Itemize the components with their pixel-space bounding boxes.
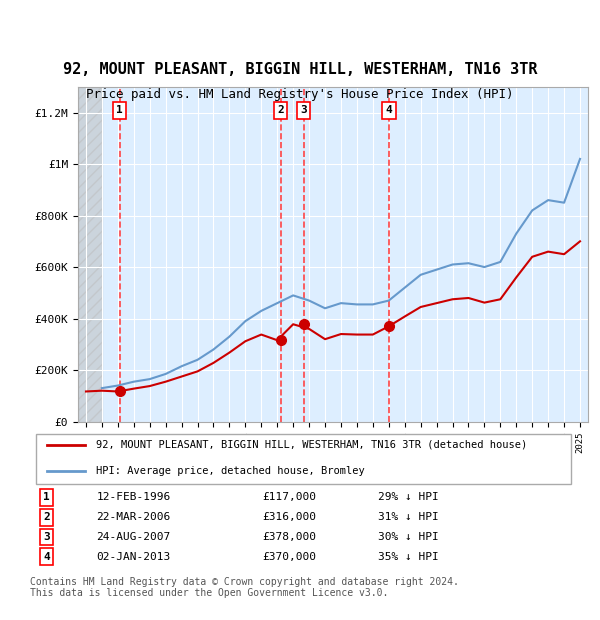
Text: 31% ↓ HPI: 31% ↓ HPI <box>378 512 439 522</box>
Text: £117,000: £117,000 <box>262 492 316 502</box>
FancyBboxPatch shape <box>35 434 571 484</box>
Bar <box>78 87 102 422</box>
Text: 4: 4 <box>43 552 50 562</box>
Text: 12-FEB-1996: 12-FEB-1996 <box>96 492 170 502</box>
Text: 2: 2 <box>277 105 284 115</box>
Text: 24-AUG-2007: 24-AUG-2007 <box>96 532 170 542</box>
Text: 1: 1 <box>116 105 123 115</box>
Text: 1: 1 <box>43 492 50 502</box>
Text: 3: 3 <box>300 105 307 115</box>
Text: £378,000: £378,000 <box>262 532 316 542</box>
Text: HPI: Average price, detached house, Bromley: HPI: Average price, detached house, Brom… <box>96 466 365 476</box>
Text: 2: 2 <box>43 512 50 522</box>
Text: 92, MOUNT PLEASANT, BIGGIN HILL, WESTERHAM, TN16 3TR: 92, MOUNT PLEASANT, BIGGIN HILL, WESTERH… <box>63 63 537 78</box>
Text: 4: 4 <box>386 105 392 115</box>
Text: 35% ↓ HPI: 35% ↓ HPI <box>378 552 439 562</box>
Text: Contains HM Land Registry data © Crown copyright and database right 2024.
This d: Contains HM Land Registry data © Crown c… <box>30 577 459 598</box>
Text: 02-JAN-2013: 02-JAN-2013 <box>96 552 170 562</box>
Text: Price paid vs. HM Land Registry's House Price Index (HPI): Price paid vs. HM Land Registry's House … <box>86 88 514 101</box>
Text: 29% ↓ HPI: 29% ↓ HPI <box>378 492 439 502</box>
Text: 30% ↓ HPI: 30% ↓ HPI <box>378 532 439 542</box>
Text: 22-MAR-2006: 22-MAR-2006 <box>96 512 170 522</box>
Text: 92, MOUNT PLEASANT, BIGGIN HILL, WESTERHAM, TN16 3TR (detached house): 92, MOUNT PLEASANT, BIGGIN HILL, WESTERH… <box>96 440 527 450</box>
Text: £316,000: £316,000 <box>262 512 316 522</box>
Text: £370,000: £370,000 <box>262 552 316 562</box>
Text: 3: 3 <box>43 532 50 542</box>
